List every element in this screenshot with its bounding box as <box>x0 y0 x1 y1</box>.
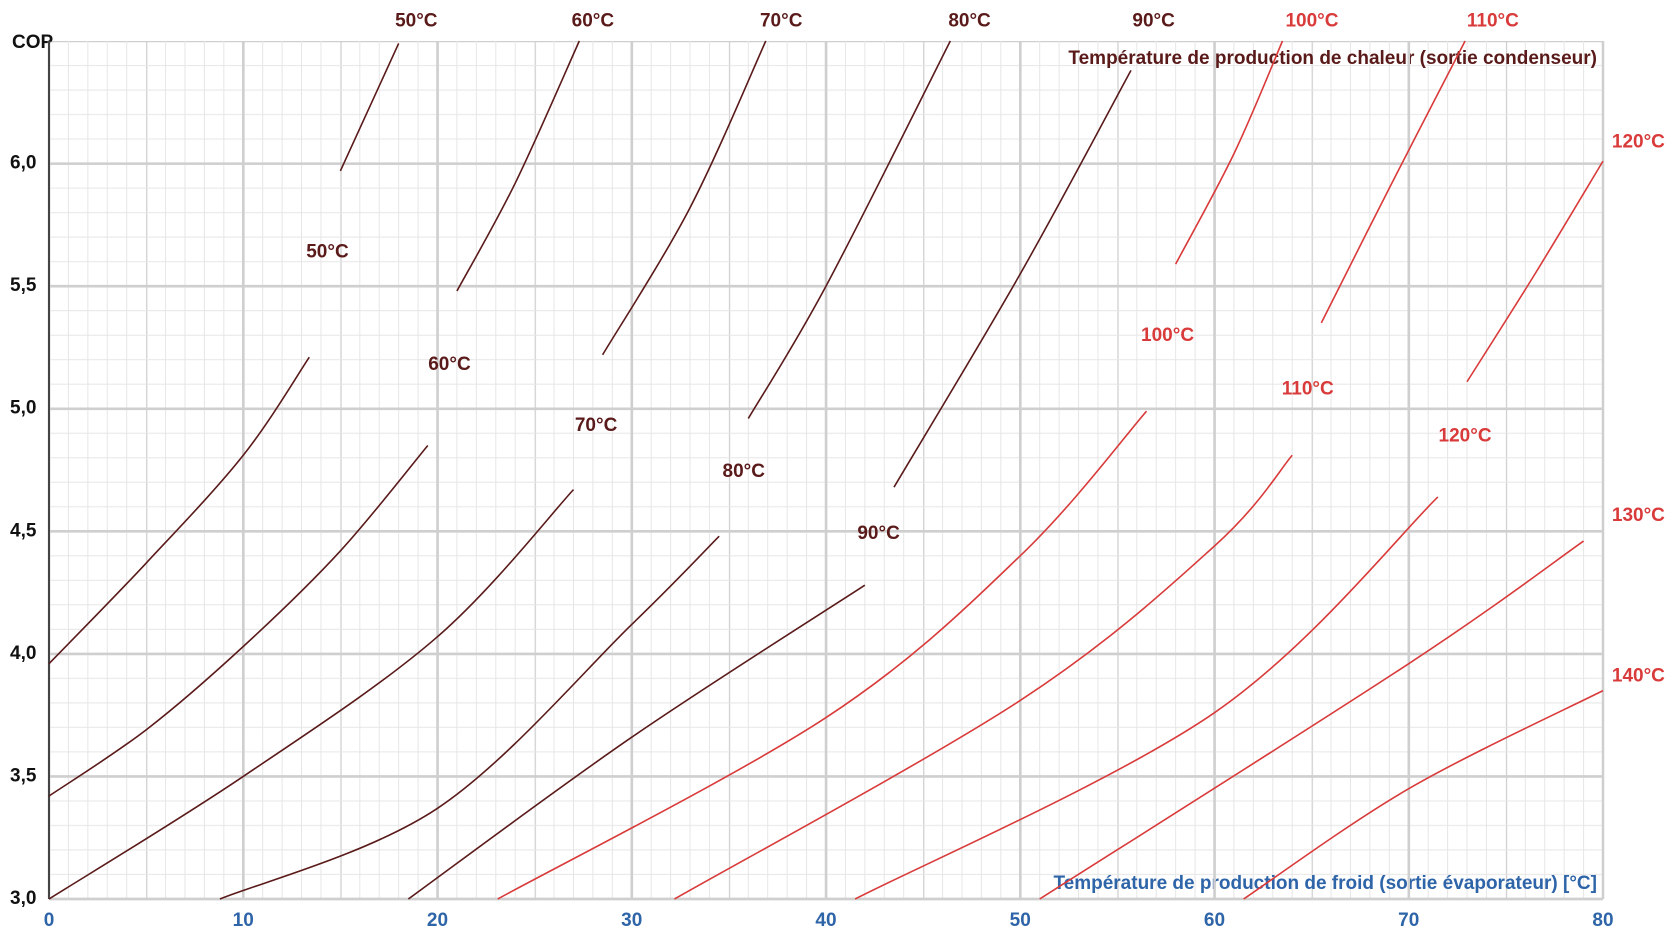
curve <box>48 356 310 665</box>
y-tick-label: 4,5 <box>10 520 37 541</box>
curve <box>1466 160 1604 383</box>
curve <box>1243 689 1604 900</box>
curve-label: 90°C <box>857 523 900 544</box>
curve <box>48 444 429 797</box>
curve-label: 110°C <box>1282 379 1334 400</box>
x-tick-label: 80 <box>1592 910 1613 931</box>
x-tick-label: 30 <box>621 910 642 931</box>
x-tick-label: 50 <box>1010 910 1031 931</box>
curve-label: 70°C <box>760 10 803 31</box>
curve-label: 120°C <box>1439 426 1492 447</box>
curve <box>601 40 767 356</box>
curve <box>1320 40 1466 324</box>
curve <box>339 43 400 172</box>
curve-label: 120°C <box>1612 131 1665 152</box>
x-tick-label: 70 <box>1398 910 1419 931</box>
curve-label: 50°C <box>395 10 438 31</box>
curve <box>48 489 575 900</box>
x-tick-label: 20 <box>427 910 448 931</box>
y-tick-label: 6,0 <box>10 153 36 174</box>
y-tick-label: 3,0 <box>10 888 36 909</box>
x-tick-label: 10 <box>233 910 254 931</box>
curve-label: 50°C <box>306 242 349 263</box>
curve-label: 100°C <box>1141 325 1194 346</box>
curve-label: 80°C <box>948 10 991 31</box>
curve <box>497 410 1148 900</box>
y-tick-label: 5,0 <box>10 398 36 419</box>
curve <box>854 496 1439 900</box>
annotation: Température de production de chaleur (so… <box>1068 48 1597 69</box>
curve <box>747 40 952 419</box>
y-axis-label: COP <box>12 32 54 53</box>
curve-label: 140°C <box>1612 665 1665 686</box>
curve <box>893 70 1132 488</box>
curve-label: 80°C <box>723 461 766 482</box>
x-axis-label: Température de production de froid (sort… <box>1053 873 1597 894</box>
curve-label: 90°C <box>1132 10 1175 31</box>
y-tick-label: 3,5 <box>10 765 37 786</box>
curve <box>219 535 720 900</box>
curve <box>674 454 1293 900</box>
curve-label: 130°C <box>1612 505 1665 526</box>
curve-label: 70°C <box>575 415 618 436</box>
y-tick-label: 4,0 <box>10 643 36 664</box>
curve <box>456 40 581 292</box>
curve <box>1174 40 1284 265</box>
curve-label: 110°C <box>1467 10 1519 31</box>
x-tick-label: 60 <box>1204 910 1225 931</box>
curve <box>407 584 866 900</box>
curve-label: 60°C <box>572 10 615 31</box>
curve-label: 60°C <box>428 354 471 375</box>
x-tick-label: 0 <box>44 910 55 931</box>
x-tick-label: 40 <box>815 910 836 931</box>
curve-label: 100°C <box>1285 10 1338 31</box>
curve <box>1039 540 1585 900</box>
y-tick-label: 5,5 <box>10 275 37 296</box>
